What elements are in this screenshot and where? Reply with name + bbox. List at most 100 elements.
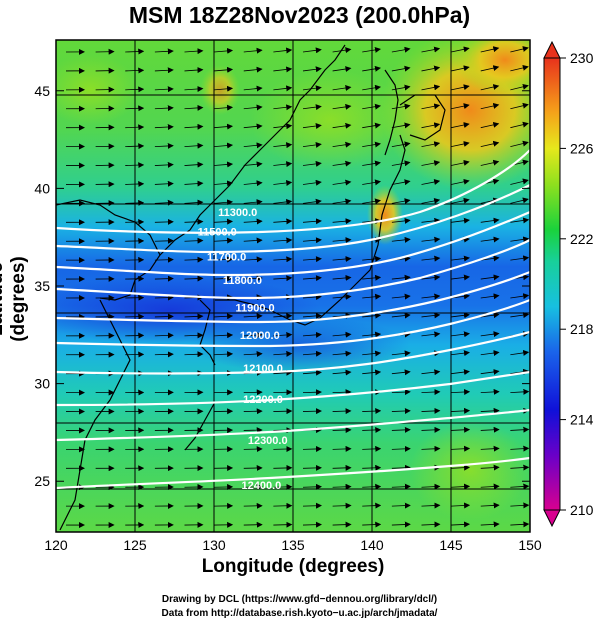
wind-arrow	[214, 47, 234, 54]
wind-arrow	[214, 161, 234, 168]
wind-arrow	[154, 199, 174, 206]
wind-arrow	[184, 218, 204, 225]
wind-arrow	[332, 445, 352, 452]
wind-arrow	[480, 312, 500, 319]
wind-arrow	[391, 65, 411, 72]
wind-arrow	[391, 389, 411, 396]
colorbar-tick-label: 218	[570, 321, 594, 337]
wind-arrow	[391, 464, 411, 471]
wind-arrow	[480, 464, 500, 471]
wind-arrow	[391, 274, 411, 281]
contour-12400	[56, 456, 530, 490]
wind-arrow	[421, 197, 441, 204]
wind-arrow	[154, 313, 174, 320]
wind-arrow	[243, 66, 263, 73]
wind-arrow	[184, 123, 204, 130]
wind-arrow	[332, 141, 352, 148]
wind-arrow	[480, 350, 500, 357]
colorbar-tick-label: 226	[570, 140, 594, 156]
height-contours	[56, 149, 530, 490]
wind-arrow	[451, 197, 470, 204]
wind-arrow	[362, 426, 382, 433]
contour-label: 12100.0	[243, 363, 283, 375]
wind-arrow	[451, 274, 470, 281]
wind-arrow	[184, 161, 204, 168]
wind-arrow	[332, 179, 352, 186]
wind-arrow	[362, 369, 382, 376]
wind-arrow	[332, 122, 352, 129]
wind-arrow	[125, 105, 145, 112]
contour-label: 11900.0	[236, 302, 275, 314]
wind-arrow	[451, 426, 471, 433]
wind-arrow	[362, 274, 382, 281]
wind-arrow	[332, 483, 352, 490]
y-tick-label: 25	[34, 473, 50, 489]
wind-arrow	[510, 293, 530, 300]
wind-arrow	[125, 67, 145, 74]
wind-arrow	[302, 179, 322, 186]
wind-arrow	[302, 293, 322, 300]
wind-arrow	[214, 275, 234, 282]
wind-arrow	[510, 64, 529, 72]
wind-arrow	[302, 237, 322, 244]
contour-label: 11500.0	[198, 226, 237, 238]
wind-arrow	[480, 502, 500, 509]
wind-arrow	[302, 312, 322, 319]
wind-arrow	[480, 331, 500, 338]
contour-label: 11800.0	[223, 275, 262, 287]
wind-arrow	[451, 331, 470, 338]
wind-arrow	[332, 389, 352, 396]
wind-arrow	[451, 445, 471, 452]
wind-arrow	[391, 483, 411, 490]
wind-arrow	[184, 67, 204, 74]
wind-arrow	[451, 350, 470, 357]
wind-arrow	[332, 47, 352, 54]
wind-arrow	[184, 237, 204, 244]
wind-arrow	[154, 218, 174, 225]
wind-arrow	[480, 65, 500, 72]
wind-arrow	[451, 159, 470, 166]
wind-arrow	[362, 483, 382, 490]
wind-arrow	[302, 141, 322, 148]
wind-arrow	[184, 85, 204, 92]
contour-label: 12200.0	[243, 394, 283, 406]
wind-arrow	[154, 142, 174, 149]
wind-arrow	[451, 464, 471, 471]
wind-vectors	[65, 46, 530, 529]
wind-arrow	[480, 521, 500, 528]
wind-arrow	[421, 65, 441, 72]
wind-arrow	[391, 521, 411, 528]
wind-arrow	[302, 483, 322, 490]
x-tick-label: 120	[44, 537, 68, 553]
wind-arrow	[451, 369, 470, 376]
wind-arrow	[421, 217, 441, 224]
wind-arrow	[480, 159, 500, 166]
wind-arrow	[421, 389, 441, 396]
wind-arrow	[480, 46, 500, 53]
wind-arrow	[125, 86, 145, 93]
wind-arrow	[510, 464, 530, 471]
wind-arrow	[184, 199, 204, 206]
wind-arrow	[154, 161, 174, 168]
wind-arrow	[273, 350, 293, 357]
wind-arrow	[510, 121, 529, 129]
wind-arrow	[362, 160, 382, 167]
wind-arrow	[421, 483, 441, 490]
wind-arrow	[332, 85, 352, 91]
wind-arrow	[214, 123, 234, 130]
wind-arrow	[184, 142, 204, 149]
wind-arrow	[243, 85, 263, 92]
wind-arrow	[391, 293, 411, 300]
wind-arrow	[362, 179, 382, 186]
contour-label: 11300.0	[218, 207, 257, 219]
wind-arrow	[391, 445, 411, 452]
colorbar-ticks: 230 226 222 218 214 210	[560, 50, 594, 518]
wind-arrow	[214, 313, 234, 320]
wind-arrow	[451, 407, 471, 414]
contour-label: 12300.0	[248, 435, 288, 447]
wind-arrow	[391, 160, 411, 167]
wind-arrow	[421, 521, 441, 528]
wind-arrow	[302, 521, 322, 528]
wind-arrow	[421, 407, 441, 414]
wind-arrow	[510, 46, 529, 53]
